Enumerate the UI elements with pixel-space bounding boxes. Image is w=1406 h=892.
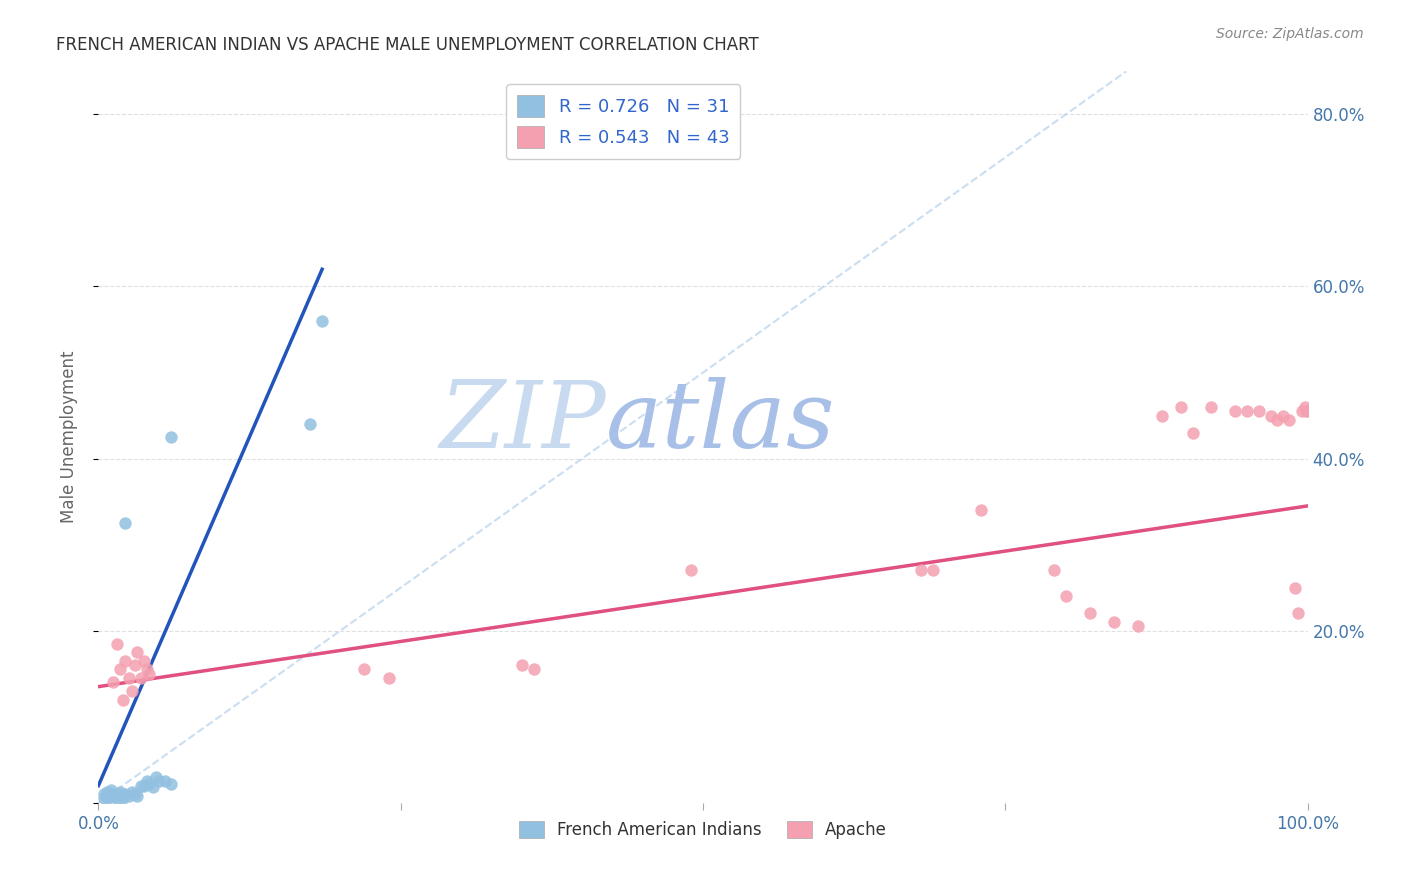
Text: ZIP: ZIP [440,377,606,467]
Point [1236,404,1258,418]
Point [111,791,134,805]
Point [118,671,141,685]
Point [1223,404,1246,418]
Point [1294,400,1316,414]
Point [1128,619,1150,633]
Point [1286,607,1309,621]
Point [114,787,136,801]
Point [129,779,152,793]
Point [1260,409,1282,423]
Point [1199,400,1222,414]
Point [111,789,134,803]
Point [1267,413,1289,427]
Point [101,787,124,801]
Point [1181,425,1204,440]
Point [114,516,136,530]
Point [1042,564,1064,578]
Point [138,666,160,681]
Point [523,662,546,676]
Point [353,662,375,676]
Point [377,671,399,685]
Legend: French American Indians, Apache: French American Indians, Apache [512,814,894,846]
Point [1152,409,1174,423]
Point [121,785,143,799]
Point [921,564,943,578]
Point [1295,404,1317,418]
Point [1102,615,1125,629]
Point [160,430,183,444]
Point [910,564,932,578]
Point [145,770,167,784]
Point [101,675,124,690]
Point [97,791,120,805]
Text: atlas: atlas [606,377,835,467]
Point [103,789,125,804]
Point [127,645,149,659]
Point [124,658,146,673]
Point [135,774,157,789]
Y-axis label: Male Unemployment: Male Unemployment [59,351,77,524]
Point [135,662,157,676]
Point [142,780,165,795]
Point [153,774,176,789]
Text: Source: ZipAtlas.com: Source: ZipAtlas.com [1216,27,1364,41]
Point [105,637,128,651]
Point [148,774,170,789]
Point [134,779,156,793]
Point [108,785,131,799]
Point [129,671,152,685]
Point [108,662,131,676]
Point [1278,413,1301,427]
Point [1296,404,1319,418]
Point [299,417,322,432]
Point [679,564,702,578]
Text: FRENCH AMERICAN INDIAN VS APACHE MALE UNEMPLOYMENT CORRELATION CHART: FRENCH AMERICAN INDIAN VS APACHE MALE UN… [56,36,759,54]
Point [114,654,136,668]
Point [93,791,115,805]
Point [100,783,122,797]
Point [311,314,333,328]
Point [127,789,149,803]
Point [1272,409,1295,423]
Point [1291,404,1313,418]
Point [1078,607,1101,621]
Point [111,692,134,706]
Point [118,789,141,803]
Point [121,684,143,698]
Point [160,777,183,791]
Point [1284,581,1306,595]
Point [510,658,533,673]
Point [124,787,146,801]
Point [105,791,128,805]
Point [138,777,160,791]
Point [105,787,128,801]
Point [1249,404,1271,418]
Point [1054,589,1077,603]
Point [100,789,122,803]
Point [93,787,115,801]
Point [970,503,993,517]
Point [134,654,156,668]
Point [1170,400,1192,414]
Point [96,785,118,799]
